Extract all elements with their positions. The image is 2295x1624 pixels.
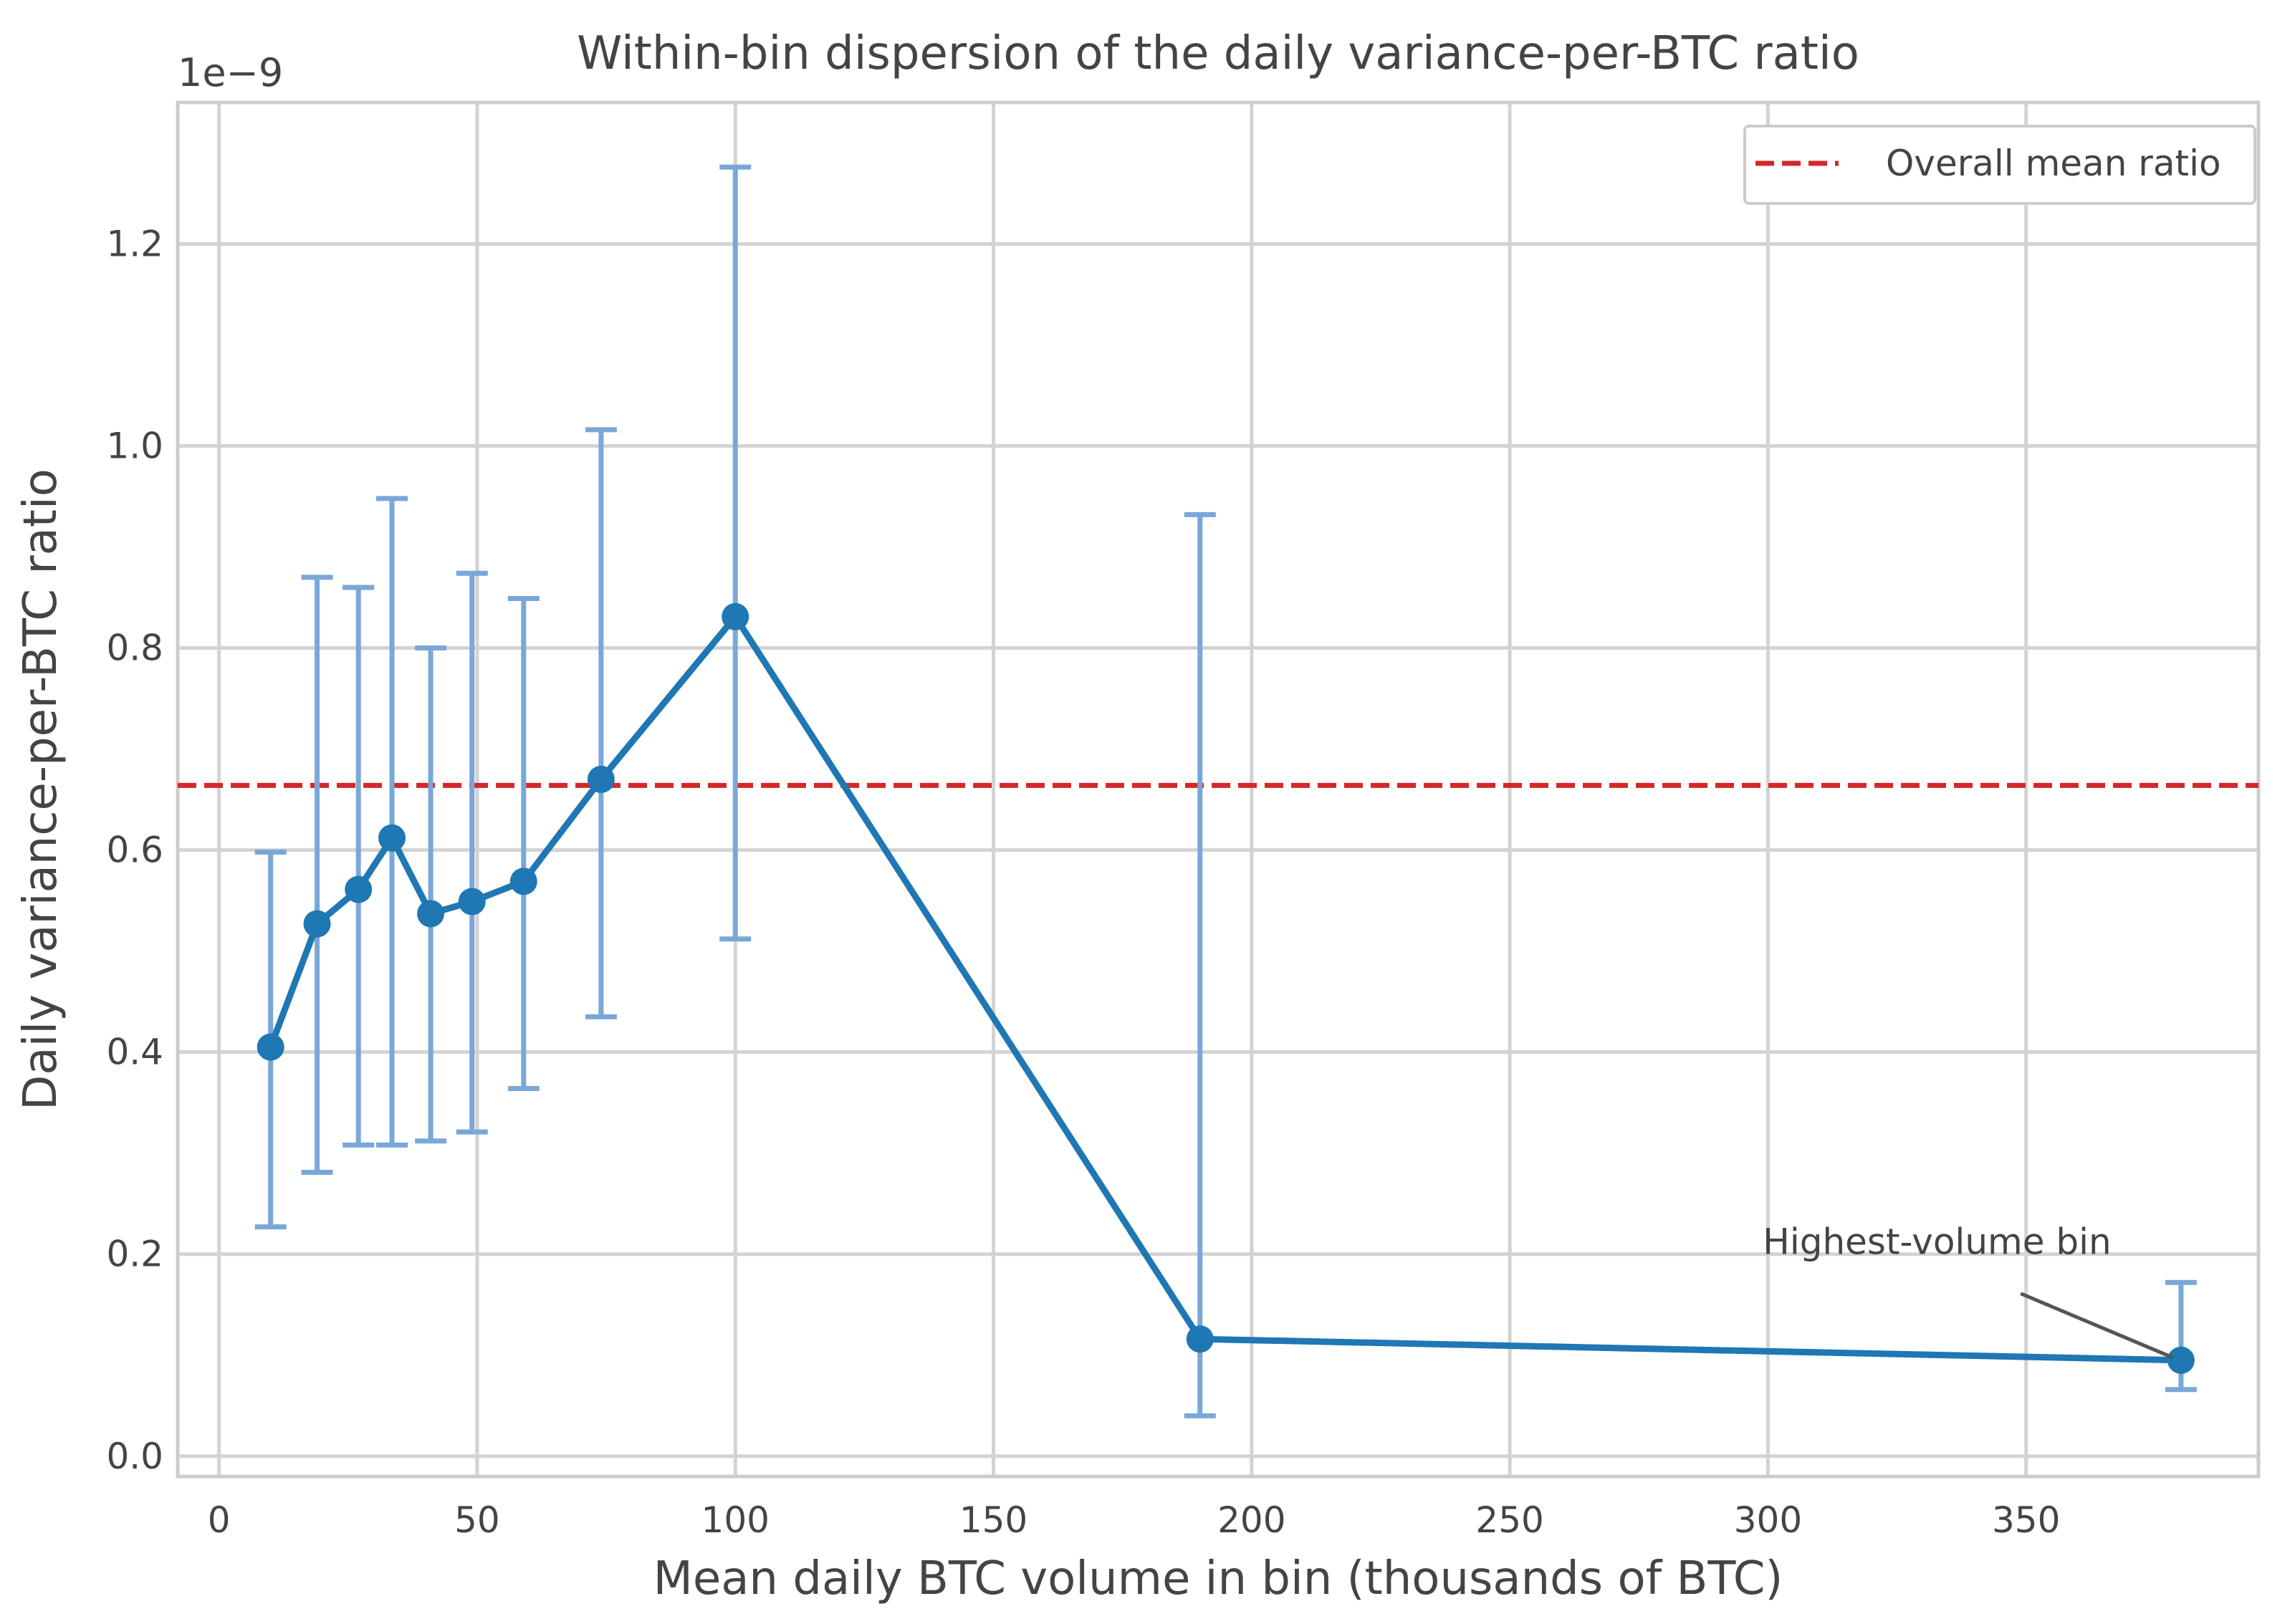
plot-area bbox=[178, 102, 2258, 1476]
data-point bbox=[587, 765, 615, 793]
x-tick-label: 300 bbox=[1734, 1499, 1802, 1541]
chart-title: Within-bin dispersion of the daily varia… bbox=[577, 27, 1859, 80]
y-tick-label: 0.4 bbox=[106, 1032, 163, 1073]
data-point bbox=[1186, 1325, 1214, 1353]
data-point bbox=[378, 824, 406, 852]
y-scale-label: 1e−9 bbox=[178, 50, 283, 95]
data-point bbox=[345, 875, 373, 903]
y-tick-label: 1.2 bbox=[106, 223, 163, 264]
annotation-arrow bbox=[2020, 1292, 2173, 1360]
legend-box bbox=[1743, 125, 2256, 205]
x-tick-label: 200 bbox=[1217, 1499, 1285, 1541]
annotation: Highest-volume bin bbox=[1763, 1221, 2173, 1360]
x-tick-label: 50 bbox=[454, 1499, 500, 1541]
y-tick-label: 0.2 bbox=[106, 1234, 163, 1275]
x-tick-label: 150 bbox=[959, 1499, 1027, 1541]
data-points bbox=[257, 602, 2195, 1374]
data-point bbox=[722, 602, 749, 630]
legend: Overall mean ratio bbox=[1743, 125, 2256, 205]
error-bars bbox=[254, 164, 2197, 1418]
x-tick-label: 100 bbox=[701, 1499, 770, 1541]
y-axis-label: Daily variance-per-BTC ratio bbox=[14, 469, 67, 1110]
x-tick-label: 350 bbox=[1992, 1499, 2060, 1541]
plot-frame bbox=[176, 100, 2261, 1479]
legend-label: Overall mean ratio bbox=[1886, 143, 2221, 184]
data-point bbox=[458, 888, 486, 916]
y-tick-label: 0.8 bbox=[106, 628, 163, 669]
annotation-text: Highest-volume bin bbox=[1763, 1221, 2111, 1263]
data-point bbox=[2167, 1346, 2195, 1374]
data-point bbox=[303, 910, 331, 938]
data-point bbox=[417, 900, 445, 928]
x-axis-label: Mean daily BTC volume in bin (thousands … bbox=[653, 1552, 1783, 1605]
y-tick-label: 1.0 bbox=[106, 426, 163, 467]
x-tick-label: 0 bbox=[208, 1499, 231, 1541]
x-tick-label: 250 bbox=[1475, 1499, 1543, 1541]
tick-labels: 0 50 100 150 200 250 300 350 0.0 0.2 0.4 0.6 0.8 1.0 1… bbox=[106, 223, 2060, 1541]
data-point bbox=[509, 868, 537, 895]
data-point bbox=[257, 1033, 284, 1061]
y-tick-label: 0.0 bbox=[106, 1436, 163, 1477]
y-tick-label: 0.6 bbox=[106, 830, 163, 871]
